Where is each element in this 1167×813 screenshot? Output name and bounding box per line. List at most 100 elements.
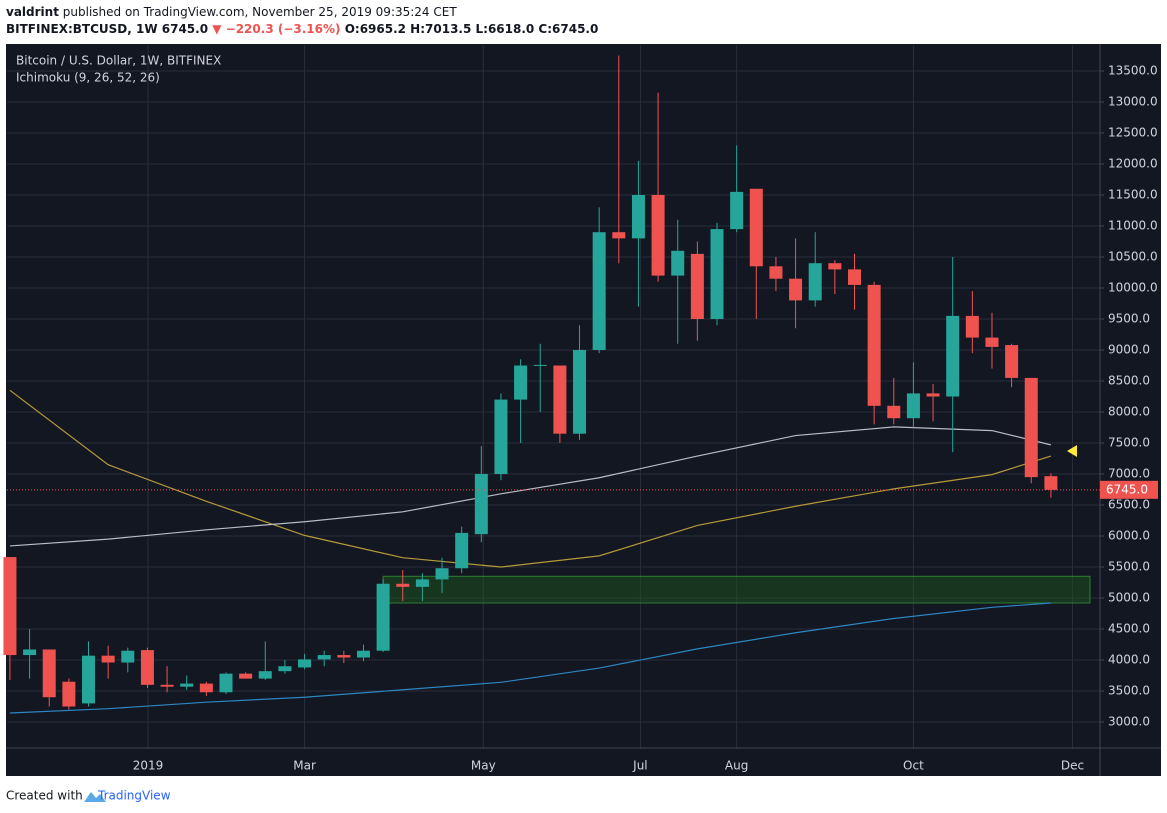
indicator-line: [9, 426, 1052, 547]
y-tick-label: 10500.0: [1108, 249, 1158, 263]
y-tick-label: 13000.0: [1108, 94, 1158, 108]
candle-body: [533, 364, 547, 366]
candle-body: [219, 673, 233, 693]
change: ▼ −220.3 (−3.16%): [212, 22, 341, 36]
candle-body: [710, 229, 724, 319]
candle-body: [946, 315, 960, 397]
candle-body: [671, 250, 685, 276]
header-line: valdrint published on TradingView.com, N…: [6, 5, 457, 19]
candle-body: [23, 649, 37, 656]
indicator-line: [9, 389, 1052, 568]
candle-body: [455, 532, 469, 569]
symbol-line: BITFINEX:BTCUSD, 1W 6745.0 ▼ −220.3 (−3.…: [6, 22, 598, 36]
candle-body: [121, 650, 135, 663]
candle-body: [376, 583, 390, 651]
x-tick-label: 2019: [133, 759, 164, 773]
candle-body: [887, 405, 901, 419]
x-tick-label: Oct: [903, 759, 924, 773]
y-tick-label: 11000.0: [1108, 218, 1158, 232]
y-tick-label: 5500.0: [1108, 560, 1150, 574]
y-tick-label: 3000.0: [1108, 715, 1150, 729]
last-price-label: 6745.0: [1106, 482, 1148, 496]
candle-body: [180, 683, 194, 687]
candle-body: [828, 263, 842, 270]
candle-body: [317, 655, 331, 660]
candle-body: [573, 349, 587, 434]
candle-body: [1024, 377, 1038, 478]
y-tick-label: 8500.0: [1108, 373, 1150, 387]
candle-body: [356, 650, 370, 658]
x-tick-label: Mar: [293, 759, 316, 773]
candle-body: [258, 671, 272, 679]
published: published on TradingView.com, November 2…: [62, 5, 457, 19]
candle-body: [337, 655, 351, 658]
support-zone: [382, 575, 1091, 604]
y-tick-label: 4000.0: [1108, 653, 1150, 667]
candle-body: [396, 583, 410, 587]
y-tick-label: 13500.0: [1108, 63, 1158, 77]
indicator-line: [9, 602, 1051, 714]
symbol: BITFINEX:BTCUSD, 1W: [6, 22, 158, 36]
candle-body: [906, 393, 920, 419]
candle-body: [160, 684, 174, 687]
candle-body: [199, 683, 213, 693]
candle-body: [42, 649, 56, 698]
candle-body: [101, 655, 115, 663]
candle-body: [808, 263, 822, 301]
y-tick-label: 4500.0: [1108, 622, 1150, 636]
candle-body: [965, 315, 979, 338]
plot: [3, 55, 1091, 714]
chart-subtitle: Ichimoku (9, 26, 52, 26): [16, 71, 160, 85]
candle-body: [867, 284, 881, 406]
candle-body: [514, 365, 528, 400]
candle-body: [749, 188, 763, 267]
y-tick-label: 7000.0: [1108, 467, 1150, 481]
candle-body: [730, 191, 744, 230]
ohlc: O:6965.2 H:7013.5 L:6618.0 C:6745.0: [344, 22, 599, 36]
x-tick-label: Dec: [1061, 759, 1084, 773]
candle-body: [1005, 345, 1019, 378]
candle-body: [140, 650, 154, 685]
x-tick-label: Aug: [725, 759, 748, 773]
y-tick-label: 6500.0: [1108, 498, 1150, 512]
last-price-box: [1100, 480, 1158, 499]
y-tick-label: 5000.0: [1108, 591, 1150, 605]
y-tick-label: 10000.0: [1108, 280, 1158, 294]
candle-body: [298, 659, 312, 668]
candle-body: [82, 655, 96, 704]
candle-body: [3, 557, 17, 656]
candle-body: [1044, 476, 1058, 490]
y-tick-label: 9000.0: [1108, 342, 1150, 356]
y-tick-label: 6000.0: [1108, 529, 1150, 543]
candle-body: [415, 579, 429, 587]
candle-body: [278, 666, 292, 672]
candle-body: [239, 673, 253, 679]
candle-body: [789, 278, 803, 301]
y-tick-label: 12000.0: [1108, 156, 1158, 170]
logo: [84, 792, 106, 802]
y-tick-label: 11500.0: [1108, 187, 1158, 201]
candle-body: [62, 681, 76, 707]
y-tick-label: 3500.0: [1108, 684, 1150, 698]
candle-body: [651, 194, 665, 276]
author: valdrint: [6, 5, 59, 19]
footer-brand: TradingView: [97, 789, 171, 803]
y-tick-label: 8000.0: [1108, 405, 1150, 419]
candle-body: [926, 393, 940, 397]
candle-body: [631, 194, 645, 239]
candle-body: [435, 568, 449, 580]
price: 6745.0: [161, 22, 209, 36]
candle-body: [985, 337, 999, 347]
candle-body: [474, 474, 488, 535]
candle-body: [553, 365, 567, 434]
x-tick-label: Jul: [632, 759, 647, 773]
candle-body: [592, 232, 606, 350]
candle-body: [494, 399, 508, 475]
y-tick-label: 12500.0: [1108, 125, 1158, 139]
candle-body: [847, 269, 861, 285]
footer-created: Created with: [6, 789, 83, 803]
candle-body: [690, 253, 704, 319]
y-tick-label: 7500.0: [1108, 436, 1150, 450]
y-tick-label: 9500.0: [1108, 311, 1150, 325]
